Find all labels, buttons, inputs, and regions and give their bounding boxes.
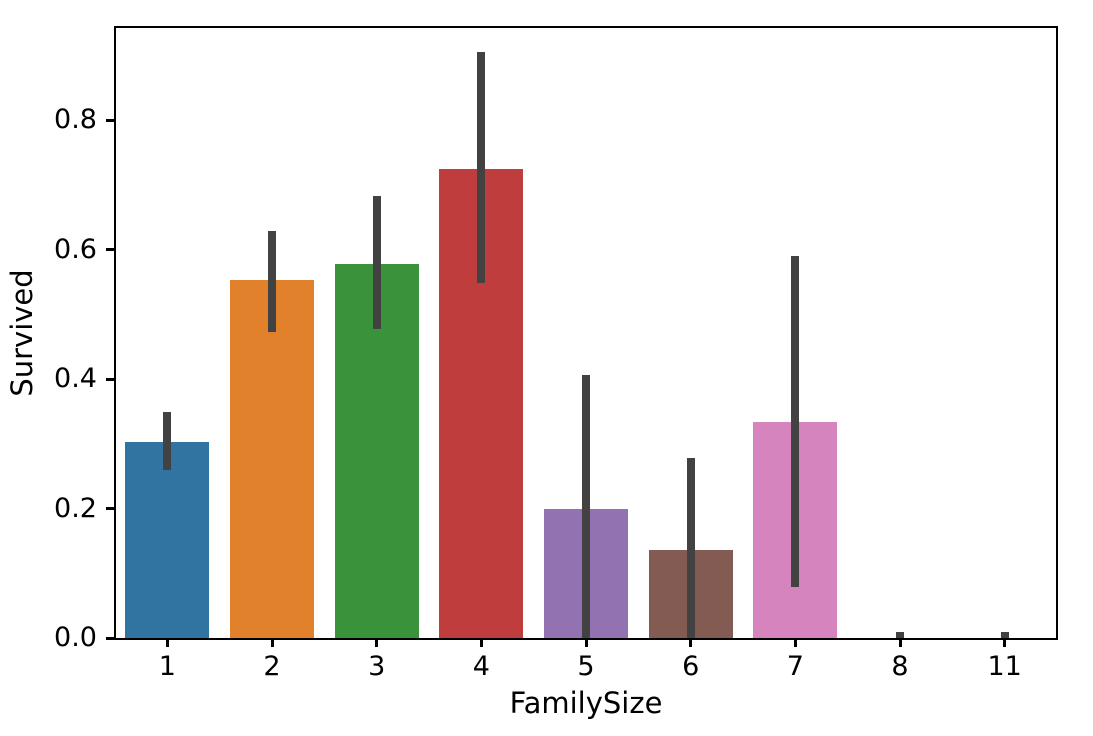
x-tick-label-11: 11: [987, 651, 1022, 682]
error-bar-familysize-8: [896, 632, 904, 638]
x-tick-label-5: 5: [577, 651, 595, 682]
error-bar-familysize-7: [791, 256, 800, 587]
y-axis-label: Survived: [5, 269, 39, 397]
x-tick-label-2: 2: [263, 651, 281, 682]
y-tick-label-0.0: 0.0: [54, 622, 97, 653]
x-tick-label-6: 6: [682, 651, 700, 682]
error-bar-familysize-5: [582, 375, 590, 638]
y-tick-0.6: [106, 248, 115, 252]
x-tick-label-4: 4: [472, 651, 490, 682]
x-tick-6: [689, 638, 693, 647]
x-tick-1: [165, 638, 169, 647]
y-tick-0.4: [106, 377, 115, 381]
error-bar-familysize-2: [268, 230, 276, 332]
x-tick-4: [479, 638, 483, 647]
error-bar-familysize-11: [1000, 632, 1009, 638]
x-tick-label-7: 7: [786, 651, 804, 682]
y-tick-0.8: [106, 118, 115, 122]
error-bar-familysize-4: [477, 52, 486, 284]
y-tick-label-0.8: 0.8: [54, 104, 97, 136]
y-tick-label-0.2: 0.2: [54, 492, 97, 524]
x-axis-label: FamilySize: [509, 686, 663, 720]
x-tick-3: [375, 638, 379, 647]
error-bar-familysize-1: [163, 412, 172, 471]
x-tick-11: [1003, 638, 1007, 647]
y-tick-0.2: [106, 507, 115, 511]
x-tick-2: [270, 638, 274, 647]
x-tick-8: [898, 638, 902, 647]
x-tick-label-1: 1: [158, 651, 176, 682]
x-tick-label-3: 3: [368, 651, 386, 682]
y-tick-label-0.6: 0.6: [54, 233, 97, 265]
y-tick-label-0.4: 0.4: [54, 363, 97, 395]
error-bar-familysize-3: [372, 195, 381, 330]
x-tick-label-8: 8: [891, 651, 909, 682]
x-tick-5: [584, 638, 588, 647]
error-bar-familysize-6: [686, 458, 695, 638]
bar-familysize-2: [230, 280, 314, 638]
bar-familysize-1: [125, 441, 210, 638]
y-tick-0.0: [106, 636, 115, 640]
x-tick-7: [793, 638, 797, 647]
